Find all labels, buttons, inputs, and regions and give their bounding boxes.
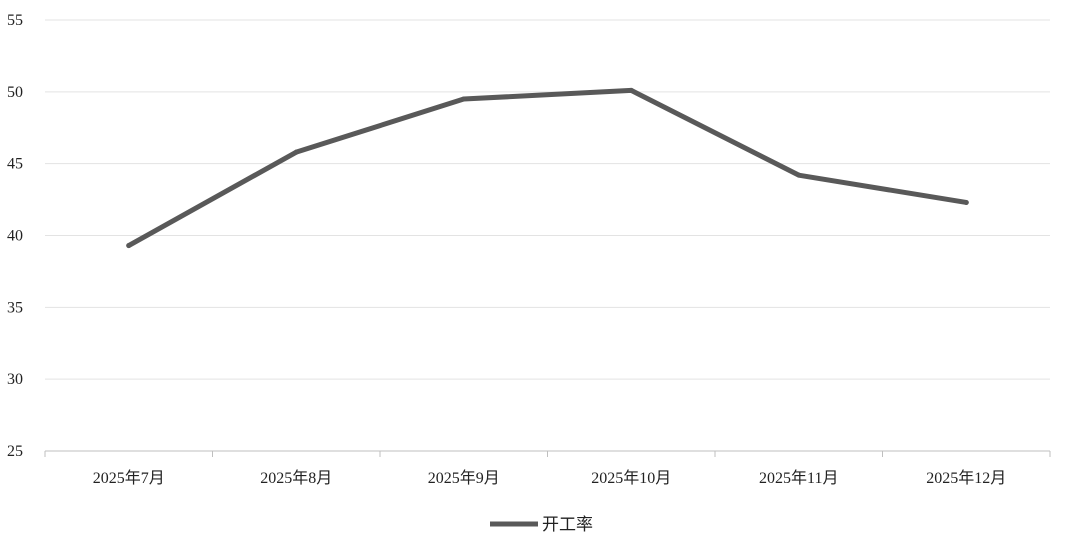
x-tick-label: 2025年9月 — [428, 469, 500, 487]
legend-label: 开工率 — [542, 515, 593, 533]
y-tick-label: 35 — [7, 299, 23, 316]
data-point — [963, 199, 969, 205]
data-point — [293, 149, 299, 155]
legend: 开工率 — [490, 515, 593, 533]
x-axis: 2025年7月 2025年8月 2025年9月 2025年10月 2025年11月 202… — [44, 450, 1051, 487]
y-tick-label: 25 — [7, 443, 23, 460]
x-tick-label: 2025年8月 — [260, 469, 332, 487]
data-point — [796, 172, 802, 178]
series-line — [126, 87, 969, 249]
x-tick-label: 2025年10月 — [591, 469, 671, 487]
data-point — [628, 87, 634, 93]
y-tick-label: 40 — [7, 228, 23, 245]
y-tick-label: 50 — [7, 84, 23, 101]
x-tick-label: 2025年7月 — [93, 469, 165, 487]
y-tick-label: 55 — [7, 12, 23, 29]
gridlines — [45, 19, 1050, 380]
data-point — [126, 243, 132, 249]
y-axis: 25 30 35 40 45 50 55 — [7, 12, 23, 460]
y-tick-label: 45 — [7, 156, 23, 173]
x-tick-label: 2025年11月 — [759, 469, 838, 487]
x-tick-label: 2025年12月 — [926, 469, 1006, 487]
series-group — [126, 87, 969, 249]
data-point — [461, 96, 467, 102]
y-tick-label: 30 — [7, 371, 23, 388]
